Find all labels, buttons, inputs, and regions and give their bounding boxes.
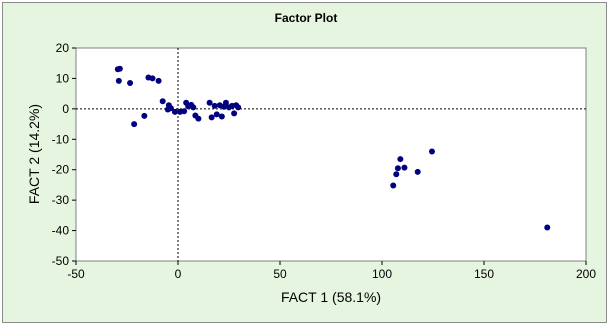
data-point <box>206 99 213 106</box>
data-point <box>167 105 174 112</box>
x-tick-label: 200 <box>576 267 596 281</box>
data-point <box>218 113 225 120</box>
data-point <box>394 165 401 172</box>
data-point <box>401 164 408 171</box>
x-tick-label: 0 <box>175 267 182 281</box>
y-tick-label: -50 <box>52 254 70 268</box>
data-point <box>428 148 435 155</box>
x-tick-label: -50 <box>67 267 85 281</box>
data-point <box>115 77 122 84</box>
data-point <box>141 112 148 119</box>
data-point <box>159 98 166 105</box>
data-point <box>390 182 397 189</box>
y-tick-label: 20 <box>56 41 70 55</box>
data-point <box>208 114 215 121</box>
y-tick-label: -30 <box>52 193 70 207</box>
y-axis-title: FACT 2 (14.2%) <box>26 104 42 204</box>
data-point <box>131 121 138 128</box>
data-point <box>149 75 156 82</box>
chart-title: Factor Plot <box>275 11 338 25</box>
data-point <box>231 110 238 117</box>
y-axis-ticks: 20 10 0 -10 -20 -30 -40 -50 <box>52 41 76 268</box>
x-tick-label: 100 <box>372 267 392 281</box>
data-point <box>544 224 551 231</box>
data-point <box>127 79 134 86</box>
data-point <box>222 99 229 106</box>
data-point <box>414 168 421 175</box>
x-tick-label: 50 <box>273 267 287 281</box>
data-point <box>393 171 400 178</box>
data-point <box>397 156 404 163</box>
data-point <box>213 111 220 118</box>
plot-area <box>75 47 587 262</box>
x-axis-title: FACT 1 (58.1%) <box>281 289 381 305</box>
data-point <box>155 77 162 84</box>
data-points <box>114 65 551 231</box>
x-tick-label: 150 <box>474 267 494 281</box>
y-tick-label: -20 <box>52 163 70 177</box>
y-tick-label: -40 <box>52 224 70 238</box>
data-point <box>195 115 202 122</box>
zero-lines <box>76 48 586 261</box>
y-tick-label: 0 <box>62 102 69 116</box>
data-point <box>171 108 178 115</box>
data-point <box>181 108 188 115</box>
data-point <box>190 104 197 111</box>
data-point <box>116 65 123 72</box>
y-tick-label: -10 <box>52 132 70 146</box>
x-axis-ticks: -50 0 50 100 150 200 <box>67 261 596 281</box>
data-point <box>235 104 242 111</box>
data-point <box>211 102 218 109</box>
y-tick-label: 10 <box>56 71 70 85</box>
